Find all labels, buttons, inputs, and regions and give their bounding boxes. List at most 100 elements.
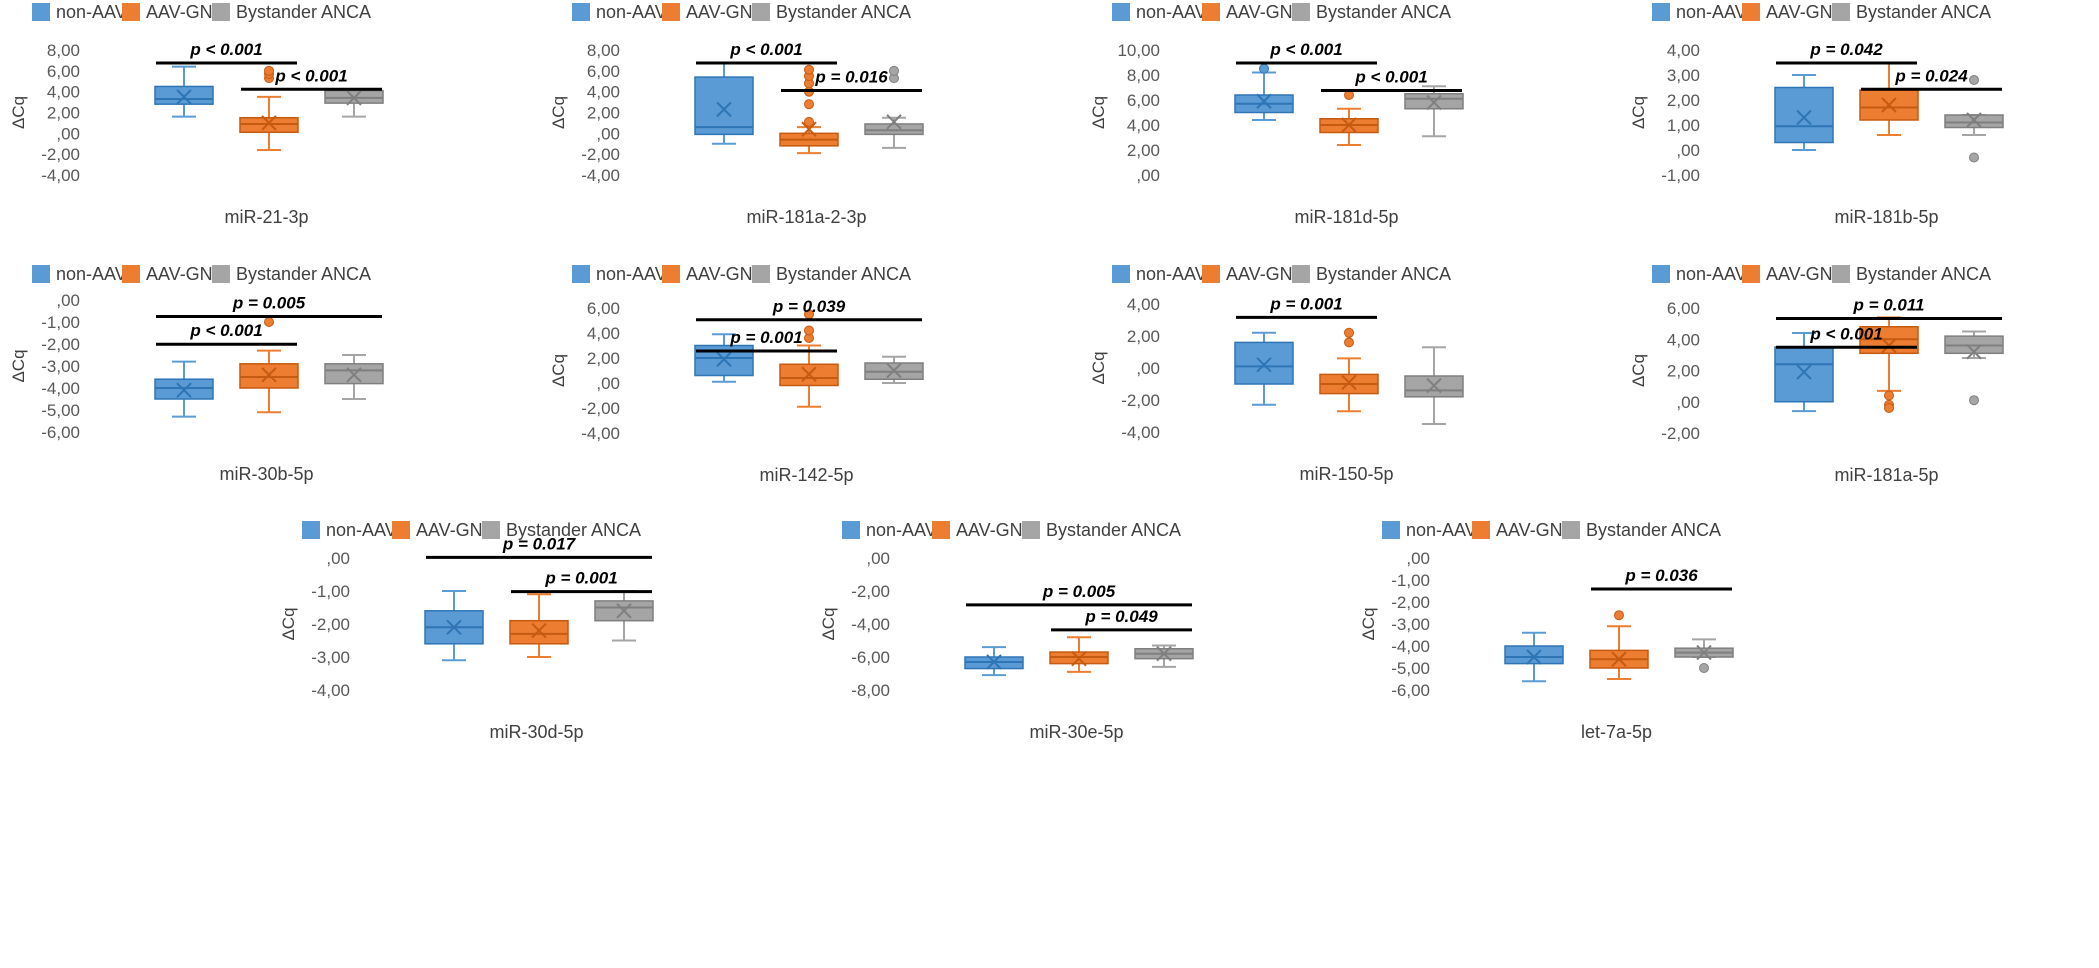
p-value-label: p = 0.016 [814,68,888,87]
x-axis-label: miR-181a-2-3p [746,207,866,227]
x-axis-label: let-7a-5p [1581,722,1652,742]
legend-label-aav-gn: AAV-GN [686,2,753,22]
legend-swatch-gray [1022,521,1040,539]
box-aav-gn [779,64,839,155]
y-tick-label: 6,00 [587,299,620,318]
p-value-label: p = 0.042 [1809,40,1883,59]
mean-marker [1426,377,1442,394]
y-axis-label: ΔCq [549,96,568,129]
outlier-point [804,116,814,127]
y-tick-label: -1,00 [41,313,80,332]
mean-marker [176,382,192,398]
mean-marker [1256,357,1272,373]
y-tick-label: -6,00 [851,648,890,667]
mean-marker [1071,650,1087,667]
legend-label-non-aav: non-AAV [1676,264,1747,284]
y-tick-label: -2,00 [581,145,620,164]
mean-marker [1341,374,1357,391]
y-tick-label: -4,00 [581,166,620,185]
y-tick-label: 4,00 [47,83,80,102]
chart-panel-mir-181a-2-3p: non-AAV AAV-GN Bystander ANCA 8,00 6,00 4,00 2… [549,2,924,227]
p-value-label: p = 0.039 [772,297,846,316]
mean-marker [346,367,362,383]
y-tick-label: -3,00 [41,357,80,376]
legend-label-non-aav: non-AAV [56,2,127,22]
box-bystander-anca [1134,644,1194,668]
chart-panel-mir-30e-5p: non-AAV AAV-GN Bystander ANCA ,00 -2,00 -4,00… [819,520,1194,742]
y-tick-label: -6,00 [41,423,80,442]
y-tick-label: 2,00 [47,104,80,123]
legend-swatch-blue [1652,265,1670,283]
y-tick-label: 8,00 [587,41,620,60]
legend-swatch-blue [302,521,320,539]
mean-marker [261,115,277,131]
legend-label-non-aav: non-AAV [1676,2,1747,22]
legend-swatch-orange [662,3,680,21]
y-tick-label: 2,00 [1127,327,1160,346]
p-value-label: p = 0.005 [232,293,306,312]
legend-label-non-aav: non-AAV [866,520,937,540]
y-tick-label: 4,00 [1667,41,1700,60]
legend-label-bystander-anca: Bystander ANCA [1316,264,1451,284]
legend-label-aav-gn: AAV-GN [146,264,213,284]
y-tick-label: -4,00 [1391,637,1430,656]
legend-label-bystander-anca: Bystander ANCA [236,2,371,22]
legend-swatch-orange [1202,265,1220,283]
box-non-aav [1774,74,1834,151]
y-tick-label: -2,00 [1391,593,1430,612]
box-non-aav [694,62,754,145]
legend-label-aav-gn: AAV-GN [146,2,213,22]
legend-label-bystander-anca: Bystander ANCA [776,2,911,22]
x-axis-label: miR-30e-5p [1029,722,1123,742]
box-iqr [509,619,569,645]
x-axis-label: miR-142-5p [759,465,853,485]
mean-marker [1256,93,1272,109]
mean-marker [261,367,277,383]
legend-swatch-blue [842,521,860,539]
legend-label-aav-gn: AAV-GN [1766,264,1833,284]
box-bystander-anca [864,355,924,384]
p-value-label: p = 0.017 [502,534,577,553]
legend-label-non-aav: non-AAV [596,2,667,22]
mean-marker [1966,112,1982,128]
mean-marker [1881,337,1897,354]
box-aav-gn [239,65,299,151]
legend-swatch-orange [392,521,410,539]
y-tick-label: ,00 [1136,166,1160,185]
y-tick-label: 4,00 [1127,295,1160,314]
box-bystander-anca [1674,638,1734,673]
mean-marker [346,90,362,106]
box-bystander-anca [1404,346,1464,425]
legend-label-bystander-anca: Bystander ANCA [506,520,641,540]
legend-swatch-blue [1112,3,1130,21]
mean-marker [176,89,192,105]
legend-label-bystander-anca: Bystander ANCA [1856,264,1991,284]
outlier-point [1969,75,1979,85]
mean-marker [616,603,632,619]
mean-marker [531,622,547,639]
box-non-aav [154,65,214,118]
x-axis-label: miR-30b-5p [219,464,313,484]
chart-panel-mir-150-5p: non-AAV AAV-GN Bystander ANCA 4,00 2,00 ,00 -2… [1089,264,1464,484]
box-aav-gn [239,317,299,414]
y-tick-label: 2,00 [1667,362,1700,381]
y-tick-label: -5,00 [41,401,80,420]
box-non-aav [1774,332,1834,413]
p-value-label: p < 0.001 [1269,40,1342,59]
legend-swatch-blue [1652,3,1670,21]
outlier-point [264,317,274,327]
legend-swatch-orange [932,521,950,539]
p-value-label: p < 0.001 [274,66,347,85]
legend-label-aav-gn: AAV-GN [1226,264,1293,284]
x-axis-label: miR-21-3p [224,207,308,227]
outlier-point [264,65,274,76]
y-tick-label: 2,00 [1127,141,1160,160]
p-value-label: p < 0.001 [1354,68,1427,87]
chart-panel-mir-21-3p: non-AAV AAV-GN Bystander ANCA 8,00 6,00 4,00 2… [9,2,384,227]
p-value-label: p = 0.024 [1894,66,1968,85]
mean-marker [1966,344,1982,360]
box-aav-gn [1319,327,1379,413]
box-bystander-anca [1944,330,2004,406]
legend-label-aav-gn: AAV-GN [416,520,483,540]
